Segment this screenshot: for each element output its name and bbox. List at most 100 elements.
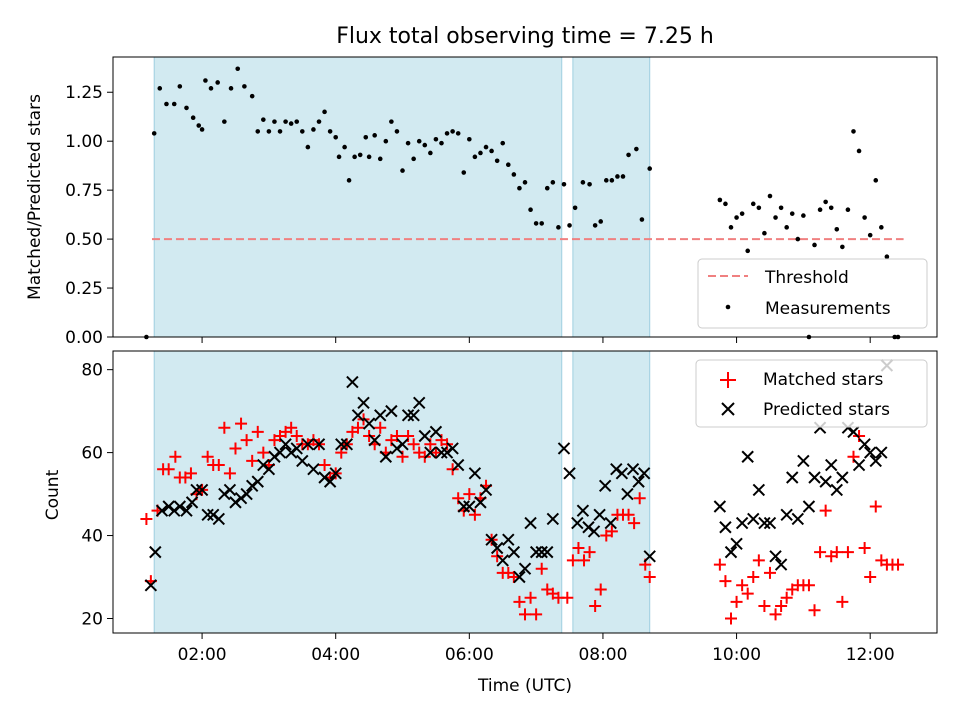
predicted-star-point xyxy=(780,508,793,522)
matched-star-point xyxy=(864,571,877,584)
predicted-star-point xyxy=(463,500,476,513)
measurement-point xyxy=(377,156,383,162)
measurement-point xyxy=(277,129,283,134)
measurement-point xyxy=(801,213,806,218)
measurement-point xyxy=(884,254,890,260)
measurements-legend-label: Measurements xyxy=(765,299,891,319)
measurement-point xyxy=(196,123,202,128)
matched-star-point xyxy=(246,454,259,467)
measurement-point xyxy=(283,119,288,124)
observing-window xyxy=(153,350,563,634)
measurement-point xyxy=(171,101,177,107)
matched-star-point xyxy=(719,575,732,588)
measurement-point xyxy=(294,119,300,124)
predicted-star-point xyxy=(724,545,738,559)
predicted-star-point xyxy=(507,545,521,559)
matched-star-point xyxy=(628,517,641,530)
predicted-star-point xyxy=(223,483,237,497)
measurement-point xyxy=(550,180,556,185)
predicted-star-point xyxy=(621,487,634,501)
measurement-point xyxy=(333,134,339,140)
bottom-legend-box xyxy=(695,359,928,428)
matched-star-point xyxy=(741,587,754,600)
matched-star-point xyxy=(763,566,776,579)
measurement-point xyxy=(528,207,533,213)
predicted-star-point xyxy=(576,504,590,517)
bottom-y-axis-label: Count xyxy=(43,469,63,520)
measurement-point xyxy=(215,80,220,85)
measurement-point xyxy=(372,133,377,138)
measurement-point xyxy=(242,84,247,89)
predicted-star-point xyxy=(418,429,431,443)
matched-star-point xyxy=(463,488,476,501)
measurement-point xyxy=(505,162,511,167)
predicted-star-point xyxy=(240,487,253,501)
measurement-point xyxy=(767,193,773,199)
predicted-star-point xyxy=(168,504,181,517)
predicted-star-point xyxy=(312,438,326,451)
chart-title: Flux total observing time = 7.25 h xyxy=(336,24,714,49)
predicted-star-point xyxy=(457,500,470,513)
matched-star-point xyxy=(758,600,771,613)
predicted-star-point xyxy=(185,496,199,509)
predicted-star-point xyxy=(385,404,398,418)
measurement-point xyxy=(342,144,347,150)
observing-window xyxy=(572,56,651,338)
measurement-point xyxy=(228,86,234,91)
measurement-point xyxy=(363,134,369,140)
predicted-star-point xyxy=(719,521,732,534)
predicted-star-point xyxy=(207,508,220,522)
matched-star-point xyxy=(169,450,182,463)
measurement-point xyxy=(522,180,528,185)
predicted-star-point xyxy=(401,409,415,422)
predicted-star-point xyxy=(390,442,404,455)
measurement-point xyxy=(517,185,522,191)
predicted-star-point xyxy=(797,454,810,468)
matched-star-point xyxy=(836,595,849,608)
measurement-point xyxy=(422,142,428,148)
measurement-point xyxy=(389,119,394,124)
matched-star-point xyxy=(519,608,531,621)
predicted-star-point xyxy=(819,475,832,488)
y-tick-label: 0.50 xyxy=(65,230,103,250)
predicted-star-point xyxy=(162,500,175,513)
measurement-point xyxy=(500,140,506,146)
threshold-legend-label: Threshold xyxy=(764,268,849,288)
predicted-star-point xyxy=(262,462,276,476)
matched-star-point xyxy=(892,558,905,571)
measurement-point xyxy=(639,217,645,222)
matched-star-point xyxy=(561,591,574,604)
predicted-star-point xyxy=(496,554,509,567)
measurement-point xyxy=(739,211,745,216)
matched-star-point xyxy=(780,591,793,604)
matched-star-point xyxy=(841,546,854,559)
measurement-point xyxy=(346,178,352,183)
predicted-star-point xyxy=(180,504,193,517)
predicted-star-point xyxy=(730,537,743,551)
predicted-star-point xyxy=(446,442,459,455)
observing-window xyxy=(153,56,563,338)
predicted-star-point xyxy=(273,446,287,459)
matched-star-point xyxy=(808,604,821,617)
measurement-point xyxy=(845,207,851,213)
predicted-star-point xyxy=(643,550,656,563)
predicted-star-point xyxy=(858,438,871,451)
predicted-star-point xyxy=(626,462,640,476)
measurement-point xyxy=(366,154,372,160)
predicted-star-point xyxy=(379,450,393,463)
measurement-point xyxy=(533,221,539,226)
x-tick-label: 04:00 xyxy=(311,645,360,665)
y-tick-label: 80 xyxy=(81,361,103,381)
matched-star-point xyxy=(566,554,579,567)
measurement-point xyxy=(828,205,834,211)
matched-star-point xyxy=(290,430,303,443)
matched-star-point xyxy=(589,600,602,613)
measurement-point xyxy=(428,150,433,156)
predicted-star-point xyxy=(318,471,331,484)
measurement-point xyxy=(299,129,305,134)
measurement-point xyxy=(862,215,867,220)
measurement-point xyxy=(261,117,266,122)
top-observing-windows xyxy=(153,56,651,338)
matched-star-point xyxy=(162,463,175,476)
measurement-point xyxy=(394,129,400,134)
